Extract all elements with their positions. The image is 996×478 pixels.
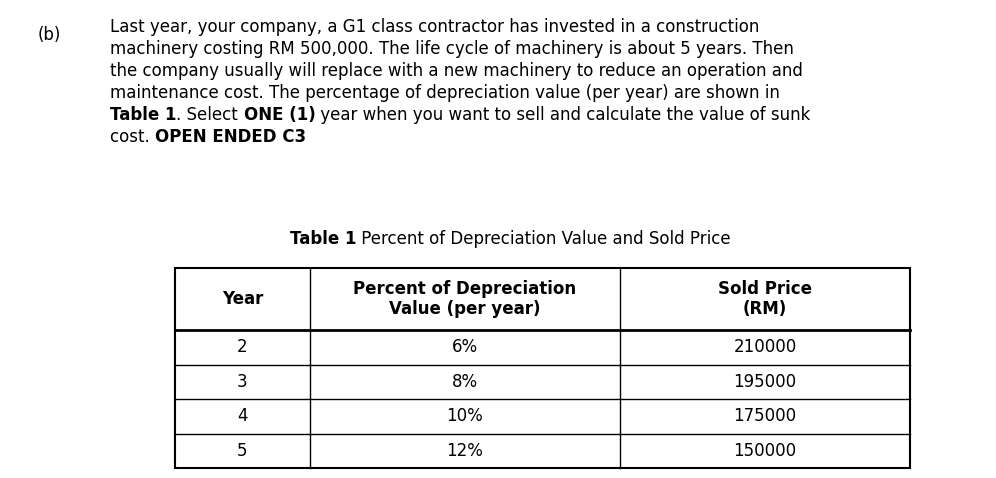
Text: Percent of Depreciation: Percent of Depreciation <box>354 280 577 297</box>
Text: (RM): (RM) <box>743 301 787 318</box>
Text: year when you want to sell and calculate the value of sunk: year when you want to sell and calculate… <box>316 106 811 124</box>
Text: Percent of Depreciation Value and Sold Price: Percent of Depreciation Value and Sold P… <box>357 230 731 248</box>
Text: 195000: 195000 <box>733 373 797 391</box>
Bar <box>175 268 910 468</box>
Text: . Select: . Select <box>176 106 243 124</box>
Text: the company usually will replace with a new machinery to reduce an operation and: the company usually will replace with a … <box>110 62 803 80</box>
Text: Table 1: Table 1 <box>290 230 357 248</box>
Text: OPEN ENDED C3: OPEN ENDED C3 <box>155 128 306 146</box>
Text: 12%: 12% <box>446 442 483 460</box>
Text: 210000: 210000 <box>733 338 797 356</box>
Text: Sold Price: Sold Price <box>718 280 812 297</box>
Text: machinery costing RM 500,000. The life cycle of machinery is about 5 years. Then: machinery costing RM 500,000. The life c… <box>110 40 794 58</box>
Text: 6%: 6% <box>452 338 478 356</box>
Text: (b): (b) <box>38 26 62 44</box>
Text: 150000: 150000 <box>733 442 797 460</box>
Text: Year: Year <box>222 290 263 308</box>
Text: 175000: 175000 <box>733 407 797 425</box>
Text: 10%: 10% <box>446 407 483 425</box>
Text: maintenance cost. The percentage of depreciation value (per year) are shown in: maintenance cost. The percentage of depr… <box>110 84 780 102</box>
Text: cost.: cost. <box>110 128 155 146</box>
Text: 3: 3 <box>237 373 248 391</box>
Text: Table 1: Table 1 <box>110 106 176 124</box>
Text: Value (per year): Value (per year) <box>389 301 541 318</box>
Text: ONE (1): ONE (1) <box>243 106 316 124</box>
Text: 2: 2 <box>237 338 248 356</box>
Text: 4: 4 <box>237 407 248 425</box>
Text: 8%: 8% <box>452 373 478 391</box>
Text: 5: 5 <box>237 442 248 460</box>
Text: Last year, your company, a G1 class contractor has invested in a construction: Last year, your company, a G1 class cont… <box>110 18 759 36</box>
